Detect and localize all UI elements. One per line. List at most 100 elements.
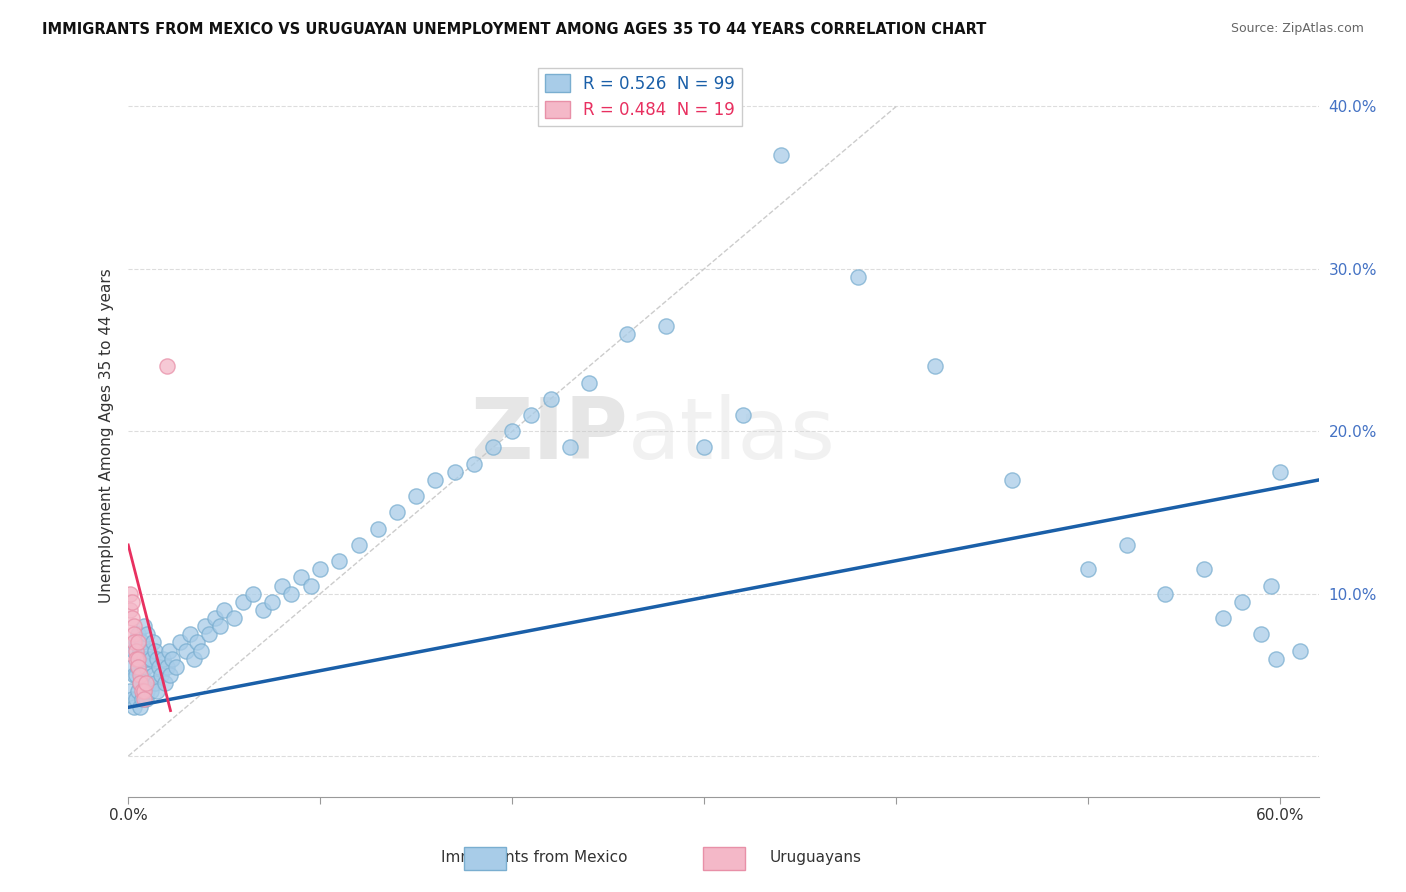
Point [141,684,163,698]
Point [128,668,150,682]
Point [198,627,221,641]
Point [443,465,465,479]
Point [125,692,148,706]
Point [367,522,389,536]
Point [132,692,155,706]
Point [122,643,145,657]
Point [385,505,408,519]
Point [1260,578,1282,592]
Point [1265,651,1288,665]
Point [194,619,217,633]
Point [127,635,149,649]
Point [132,684,155,698]
Point [655,318,678,333]
Point [143,676,166,690]
Point [136,651,159,665]
Point [125,635,148,649]
Point [131,692,153,706]
Point [127,627,149,641]
Point [149,668,172,682]
Point [146,684,169,698]
Point [128,676,150,690]
Point [127,659,149,673]
Point [165,659,187,673]
Point [770,148,793,162]
Point [122,619,145,633]
Point [924,359,946,374]
Point [222,611,245,625]
Point [405,489,427,503]
Point [142,668,165,682]
Point [190,643,212,657]
Point [157,643,180,657]
Point [1250,627,1272,641]
Point [1270,465,1292,479]
Point [128,676,150,690]
Point [153,676,176,690]
Point [132,619,155,633]
Point [1288,643,1310,657]
Point [1000,473,1022,487]
Point [131,684,153,698]
Point [616,326,638,341]
Point [135,659,157,673]
Point [122,700,145,714]
Point [125,643,148,657]
Point [174,643,197,657]
Point [136,627,159,641]
Point [347,538,370,552]
Point [578,376,600,390]
Point [183,651,205,665]
Point [121,692,143,706]
Point [128,700,150,714]
Point [156,359,179,374]
Point [162,651,184,665]
Point [136,684,159,698]
Point [328,554,350,568]
Point [120,603,142,617]
Point [120,684,142,698]
Point [135,692,157,706]
Point [212,603,235,617]
Point [128,643,150,657]
Point [143,643,166,657]
Point [142,635,165,649]
Point [290,570,312,584]
Point [152,651,174,665]
Point [262,595,284,609]
Point [146,651,169,665]
Point [1154,587,1177,601]
Point [156,659,179,673]
Point [1077,562,1099,576]
Text: IMMIGRANTS FROM MEXICO VS URUGUAYAN UNEMPLOYMENT AMONG AGES 35 TO 44 YEARS CORRE: IMMIGRANTS FROM MEXICO VS URUGUAYAN UNEM… [42,22,987,37]
Point [138,643,160,657]
Text: Immigrants from Mexico: Immigrants from Mexico [441,850,627,865]
Point [186,635,208,649]
Point [122,668,145,682]
Point [179,627,201,641]
Point [425,473,447,487]
Point [846,269,869,284]
Text: atlas: atlas [628,393,837,477]
Text: ZIP: ZIP [471,393,628,477]
Point [159,668,181,682]
Text: Uruguayans: Uruguayans [769,850,862,865]
Point [299,578,322,592]
Point [127,651,149,665]
Point [558,441,581,455]
Legend: R = 0.526  N = 99, R = 0.484  N = 19: R = 0.526 N = 99, R = 0.484 N = 19 [538,68,742,126]
Point [138,676,160,690]
Point [131,668,153,682]
Point [121,659,143,673]
Point [232,595,254,609]
Point [1192,562,1215,576]
Point [132,684,155,698]
Point [693,441,716,455]
Point [122,627,145,641]
Point [125,651,148,665]
Point [125,668,148,682]
Point [463,457,485,471]
Point [120,587,142,601]
Point [280,587,302,601]
Point [121,595,143,609]
